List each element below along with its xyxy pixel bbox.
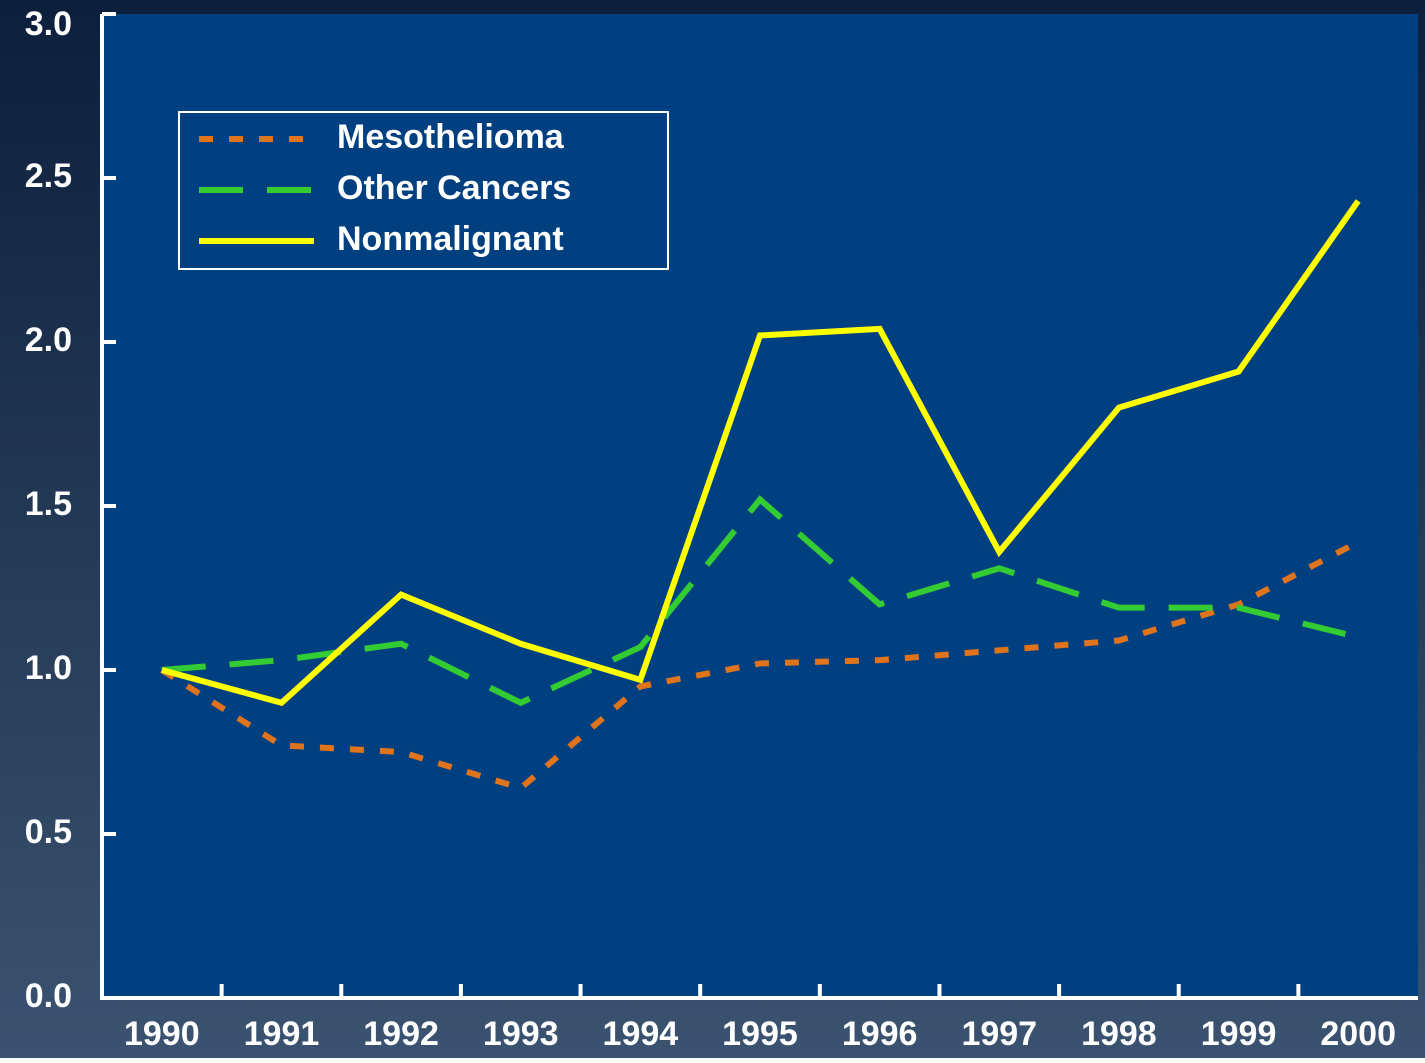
y-tick-label: 1.5 — [25, 485, 72, 523]
y-tick-label: 0.0 — [25, 977, 72, 1015]
x-tick-label: 2000 — [1320, 1015, 1396, 1053]
legend-box — [178, 111, 669, 270]
x-tick-label: 1996 — [842, 1015, 918, 1053]
x-tick-label: 1994 — [603, 1015, 679, 1053]
y-tick-label: 0.5 — [25, 813, 72, 851]
series-line — [161, 495, 1359, 707]
plot-area — [102, 14, 1418, 998]
y-tick-label: 2.0 — [25, 321, 72, 359]
y-tick-label: 3.0 — [25, 5, 72, 43]
x-tick-label: 1990 — [124, 1015, 200, 1053]
x-tick-label: 1998 — [1081, 1015, 1157, 1053]
x-tick-label: 1997 — [961, 1015, 1037, 1053]
x-tick-label: 1995 — [722, 1015, 798, 1053]
x-tick-label: 1992 — [363, 1015, 439, 1053]
y-tick-label: 2.5 — [25, 157, 72, 195]
series-line — [160, 539, 1360, 792]
x-tick-label: 1991 — [244, 1015, 320, 1053]
legend-label: Nonmalignant — [337, 220, 564, 258]
y-tick-label: 1.0 — [25, 649, 72, 687]
legend-label: Other Cancers — [337, 169, 571, 207]
series-line — [161, 199, 1361, 707]
x-tick-label: 1999 — [1201, 1015, 1277, 1053]
x-tick-label: 1993 — [483, 1015, 559, 1053]
legend-label: Mesothelioma — [337, 118, 565, 156]
